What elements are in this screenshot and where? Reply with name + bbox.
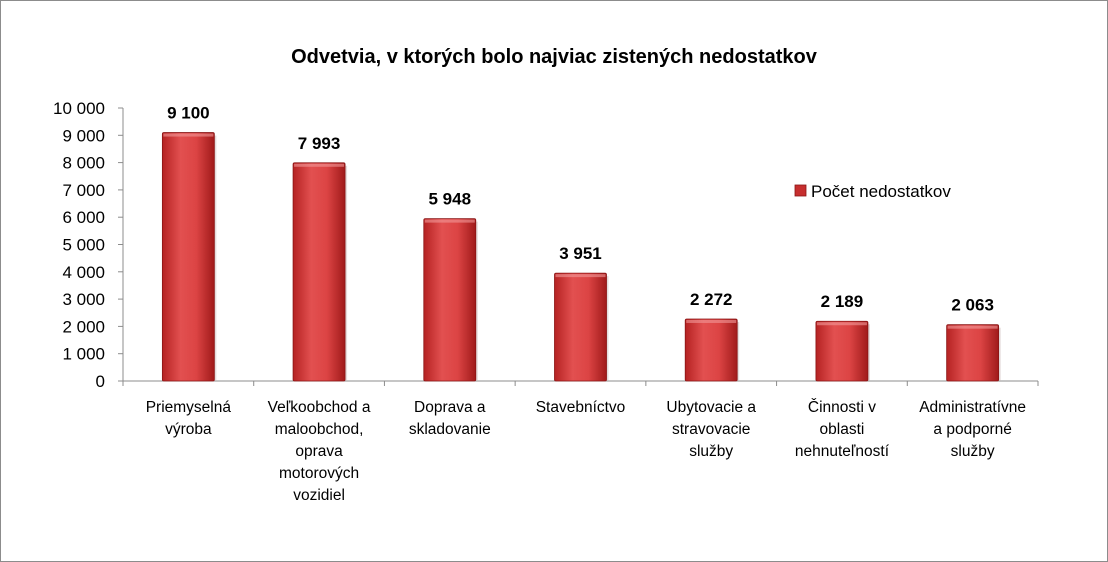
x-tick-labels-group: Priemyselná výroba Veľkoobchod a maloobchod… [146, 399, 1026, 504]
y-tick-label: 4 000 [62, 263, 105, 282]
bar-rect [423, 218, 477, 382]
bar [423, 218, 478, 382]
bar-rect [554, 272, 607, 382]
legend: Počet nedostatkov [794, 182, 951, 201]
bar-rect [946, 324, 1000, 382]
x-tick-label-line: skladovanie [409, 421, 491, 438]
data-labels-group: 9 100 7 993 5 948 3 951 2 272 2 189 2 063 [167, 104, 994, 315]
data-label: 7 993 [298, 134, 341, 153]
x-tick-label-line: Administratívne [919, 399, 1026, 416]
chart-title: Odvetvia, v ktorých bolo najviac zistený… [291, 46, 818, 68]
data-label: 3 951 [559, 244, 602, 263]
x-tick-label: Stavebníctvo [536, 399, 626, 416]
x-tick-label-line: Doprava a [414, 399, 486, 416]
data-label: 5 948 [429, 190, 472, 209]
y-tick-label: 9 000 [62, 126, 105, 145]
x-tick-label: Činnosti v oblasti nehnuteľností [795, 399, 890, 460]
x-tick-label: Priemyselná výroba [146, 399, 232, 438]
bar [684, 318, 740, 382]
y-tick-label: 10 000 [53, 99, 105, 118]
y-tick-label: 0 [96, 372, 105, 391]
x-axis [122, 380, 1039, 386]
legend-label: Počet nedostatkov [811, 182, 951, 201]
x-tick-label: Doprava a skladovanie [409, 399, 491, 438]
y-tick-label: 5 000 [62, 236, 105, 255]
x-tick-label: Administratívne a podporné služby [919, 399, 1026, 460]
bar [554, 272, 609, 382]
x-tick-label: Ubytovacie a stravovacie služby [666, 399, 756, 460]
bar [946, 324, 1001, 382]
y-tick-label: 8 000 [62, 154, 105, 173]
data-label: 2 063 [951, 296, 994, 315]
bar-rect [684, 318, 738, 382]
x-tick-label-line: služby [951, 443, 995, 460]
y-tick-label: 6 000 [62, 208, 105, 227]
x-tick-label-line: vozidiel [293, 487, 345, 504]
x-tick-label-line: výroba [165, 421, 212, 438]
x-tick-label-line: služby [689, 443, 733, 460]
x-tick-label-line: nehnuteľností [795, 443, 890, 460]
bar-rect [815, 320, 869, 382]
y-tick-label: 7 000 [62, 181, 105, 200]
x-tick-label-line: Činnosti v [808, 399, 876, 416]
x-tick-label-line: oblasti [820, 421, 865, 438]
y-axis: 0 1 000 2 000 3 000 4 000 5 000 6 000 7 000 8 00… [53, 99, 124, 391]
data-label: 2 189 [821, 292, 864, 311]
y-tick-label: 1 000 [62, 345, 105, 364]
y-tick-label: 3 000 [62, 290, 105, 309]
legend-swatch [794, 184, 807, 197]
x-tick-label-line: a podporné [933, 421, 1011, 438]
x-tick-label-line: Veľkoobchod a [268, 399, 371, 416]
x-tick-label-line: Priemyselná [146, 399, 232, 416]
bar-highlight [294, 163, 345, 167]
bar-highlight [424, 219, 475, 223]
bar-highlight [686, 319, 737, 323]
bar-highlight [947, 325, 998, 329]
x-tick-label-line: motorových [279, 465, 359, 482]
bar [292, 162, 348, 382]
bar [161, 132, 217, 382]
bar-highlight [163, 133, 214, 137]
bars-group [161, 132, 1001, 382]
x-tick-label-line: Stavebníctvo [536, 399, 626, 416]
x-tick-label-line: oprava [295, 443, 343, 460]
bar-rect [161, 132, 215, 382]
x-tick-label-line: Ubytovacie a [666, 399, 756, 416]
bar [815, 320, 870, 382]
y-tick-label: 2 000 [62, 317, 105, 336]
bar-highlight [816, 322, 867, 326]
data-label: 9 100 [167, 104, 210, 123]
x-tick-label: Veľkoobchod a maloobchod, oprava motorových… [268, 399, 371, 504]
x-tick-label-line: stravovacie [672, 421, 750, 438]
bar-rect [292, 162, 346, 382]
x-tick-label-line: maloobchod, [275, 421, 364, 438]
bar-highlight [555, 274, 606, 278]
data-label: 2 272 [690, 290, 733, 309]
